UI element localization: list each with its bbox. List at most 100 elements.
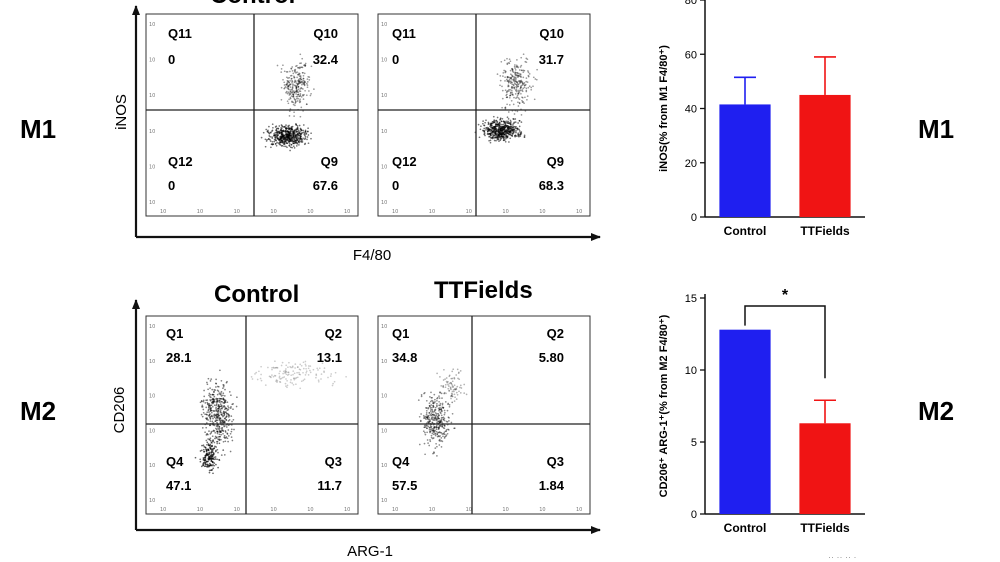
event-dot: [302, 79, 305, 82]
event-dot: [307, 142, 310, 145]
event-dot: [502, 123, 505, 126]
event-dot: [433, 452, 435, 454]
event-dot: [509, 127, 511, 130]
event-dot: [507, 76, 510, 79]
event-dot: [304, 129, 307, 132]
panel-frame: [377, 315, 591, 515]
event-dot: [289, 92, 292, 95]
event-dot: [334, 371, 337, 374]
y-axis-label: CD206⁺ ARG-1⁺(% from M2 F4/80⁺): [658, 314, 670, 497]
category-label: TTFields: [800, 224, 850, 238]
event-dot: [437, 414, 440, 417]
event-dot: [299, 90, 302, 93]
event-dot: [418, 443, 421, 446]
event-dot: [447, 403, 449, 406]
event-dot: [288, 115, 291, 117]
event-dot: [211, 442, 213, 444]
event-dot: [288, 110, 291, 112]
event-dot: [517, 83, 520, 86]
event-dot: [443, 424, 446, 427]
event-dot: [306, 136, 309, 138]
event-dot: [496, 125, 499, 128]
event-dot: [429, 428, 432, 431]
event-dot: [286, 146, 288, 149]
event-dot: [523, 84, 526, 87]
event-dot: [208, 445, 211, 447]
tick-label-y: 10: [149, 428, 155, 434]
event-dot: [495, 139, 497, 142]
event-dot: [521, 84, 524, 86]
event-dot: [302, 83, 305, 85]
event-dot: [506, 131, 509, 134]
tick-label-x: 10: [344, 507, 350, 513]
event-dot: [444, 383, 447, 386]
event-dot: [499, 129, 502, 132]
event-dot: [500, 60, 503, 63]
event-dot: [515, 71, 517, 74]
event-dot: [438, 404, 440, 407]
event-dot: [275, 139, 278, 142]
event-dot: [521, 82, 524, 85]
tick-label-x: 10: [160, 209, 166, 215]
event-dot: [204, 457, 207, 460]
event-dot: [283, 137, 286, 140]
event-dot: [526, 58, 529, 61]
event-dot: [292, 377, 295, 380]
event-dot: [306, 78, 309, 80]
tick-label-x: 10: [234, 209, 240, 215]
event-dot: [444, 430, 447, 433]
event-dot: [429, 430, 432, 433]
event-dot: [294, 70, 296, 72]
event-dot: [449, 381, 452, 384]
event-dot: [229, 432, 232, 435]
event-dot: [274, 136, 276, 139]
event-dot: [508, 62, 511, 65]
event-dot: [520, 81, 522, 83]
event-dot: [433, 419, 436, 422]
event-dot: [299, 76, 302, 78]
event-dot: [298, 140, 300, 143]
event-dot: [434, 400, 436, 403]
event-dot: [506, 90, 508, 93]
event-dot: [218, 439, 221, 442]
event-dot: [306, 81, 309, 83]
event-dot: [291, 86, 294, 88]
tick-label-y: 10: [381, 463, 387, 469]
event-dot: [302, 129, 305, 132]
event-dot: [206, 464, 209, 466]
event-dot: [317, 380, 320, 383]
event-dot: [430, 404, 433, 406]
event-dot: [225, 407, 228, 410]
quadrant-bl-name: Q12: [392, 154, 417, 169]
event-dot: [286, 79, 289, 82]
event-dot: [419, 420, 422, 423]
event-dot: [305, 365, 307, 367]
event-dot: [506, 89, 509, 92]
event-dot: [223, 420, 225, 422]
bar-side-label-m1: M1: [918, 114, 954, 144]
event-dot: [438, 431, 441, 433]
event-dot: [456, 393, 459, 396]
event-dot: [460, 387, 463, 389]
event-dot: [440, 419, 443, 421]
event-dot: [507, 129, 510, 131]
event-dot: [296, 82, 299, 85]
event-dot: [440, 439, 443, 442]
event-dot: [300, 133, 303, 135]
event-dot: [291, 87, 294, 90]
event-dot: [210, 469, 213, 471]
event-dot: [448, 389, 450, 392]
event-dot: [301, 141, 304, 143]
event-dot: [486, 128, 489, 130]
event-dot: [493, 119, 496, 121]
event-dot: [425, 413, 428, 416]
event-dot: [298, 124, 301, 127]
event-dot: [331, 384, 334, 387]
event-dot: [271, 374, 273, 376]
event-dot: [438, 409, 440, 412]
event-dot: [496, 138, 499, 141]
event-dot: [220, 438, 222, 441]
quadrant-tl-value: 0: [168, 52, 175, 67]
event-dot: [298, 368, 301, 371]
event-dot: [502, 139, 505, 142]
